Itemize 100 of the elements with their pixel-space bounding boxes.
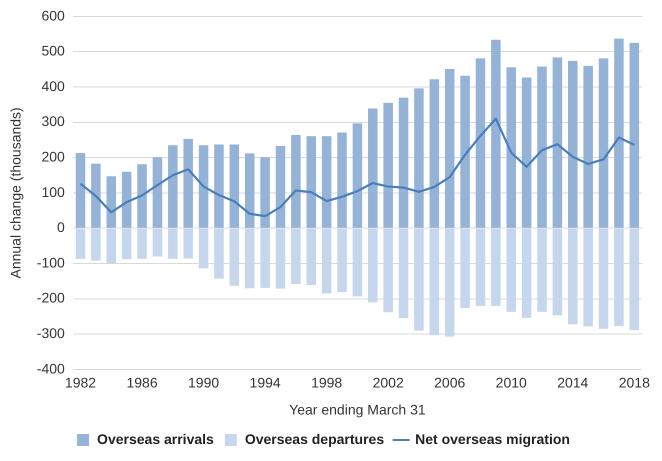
bar: [276, 228, 286, 289]
bar: [583, 66, 593, 228]
bar: [106, 176, 116, 228]
bar: [214, 144, 224, 228]
y-tick-label: 600: [41, 7, 66, 24]
bar: [568, 60, 578, 228]
bar: [152, 157, 162, 228]
x-tick-label: 2006: [434, 374, 466, 391]
bar: [244, 228, 254, 288]
bar: [337, 132, 347, 228]
bar: [198, 145, 208, 228]
bar: [152, 228, 162, 256]
x-axis-title: Year ending March 31: [289, 401, 426, 418]
bar: [630, 42, 640, 228]
bar: [76, 228, 86, 259]
legend-label: Overseas departures: [244, 430, 384, 447]
bar: [444, 228, 454, 337]
bar: [614, 38, 624, 228]
bar: [444, 68, 454, 228]
bar: [598, 228, 608, 329]
bar: [430, 228, 440, 336]
x-tick-label: 2010: [496, 374, 528, 391]
bar: [522, 77, 532, 228]
bar: [260, 157, 270, 228]
bar: [122, 228, 132, 260]
y-axis-title: Annual change (thousands): [7, 107, 24, 279]
bar: [368, 108, 378, 228]
bar: [398, 98, 408, 228]
bar: [183, 228, 193, 259]
bar: [137, 164, 147, 228]
bar: [337, 228, 347, 292]
x-tick-label: 1986: [126, 374, 158, 391]
legend-label: Overseas arrivals: [97, 430, 214, 447]
bar: [322, 136, 332, 228]
bar: [414, 228, 424, 331]
bar: [168, 145, 178, 228]
y-tick-label: 300: [41, 113, 66, 130]
bar: [368, 228, 378, 302]
x-tick-label: 1990: [188, 374, 220, 391]
y-tick-label: 100: [41, 184, 66, 200]
bar: [230, 228, 240, 286]
bar: [230, 144, 240, 228]
y-tick-label: -200: [36, 290, 66, 306]
bar: [91, 164, 101, 228]
bar: [630, 228, 640, 330]
bar: [506, 67, 516, 228]
bar: [244, 153, 254, 228]
bar: [506, 228, 516, 312]
bar: [122, 172, 132, 228]
bar: [476, 228, 486, 306]
bar: [568, 228, 578, 324]
bar: [537, 228, 547, 312]
bar: [552, 228, 562, 316]
bar: [491, 40, 501, 228]
bar: [352, 228, 362, 296]
bar: [183, 138, 193, 228]
bar: [198, 228, 208, 268]
bar: [306, 228, 316, 286]
x-tick-label: 1994: [250, 374, 281, 391]
x-tick-label: 1998: [311, 374, 342, 391]
bar: [106, 228, 116, 264]
bar: [430, 79, 440, 228]
bar: [291, 135, 301, 228]
y-tick-label: 0: [57, 219, 66, 236]
y-tick-label: -100: [36, 254, 66, 270]
y-tick-label: 500: [41, 42, 66, 59]
y-tick-label: 400: [41, 78, 66, 94]
bar: [460, 76, 470, 228]
bar: [614, 228, 624, 326]
bar: [414, 88, 424, 228]
x-tick-label: 1982: [64, 374, 96, 391]
bar: [306, 136, 316, 228]
bar: [91, 228, 101, 261]
bar: [352, 123, 362, 228]
bar: [260, 228, 270, 288]
y-tick-label: 200: [41, 148, 66, 164]
bar: [383, 102, 393, 228]
legend-label: Net overseas migration: [415, 430, 570, 447]
bar: [137, 228, 147, 259]
bar: [491, 228, 501, 306]
bar: [460, 228, 470, 308]
bar: [383, 228, 393, 312]
bar: [583, 228, 593, 326]
bar: [168, 228, 178, 259]
bar: [322, 228, 332, 294]
bar: [598, 58, 608, 228]
bar: [537, 66, 547, 228]
x-tick-label: 2002: [372, 374, 404, 391]
bar: [476, 58, 486, 228]
bar: [276, 146, 286, 228]
x-tick-label: 2014: [557, 374, 589, 391]
x-tick-label: 2018: [618, 374, 650, 391]
y-tick-label: -300: [36, 324, 66, 341]
bar: [214, 228, 224, 279]
bar: [291, 228, 301, 284]
bar: [76, 153, 86, 228]
y-tick-label: -400: [36, 360, 66, 376]
bar: [552, 57, 562, 228]
bar: [522, 228, 532, 318]
bar: [398, 228, 408, 318]
